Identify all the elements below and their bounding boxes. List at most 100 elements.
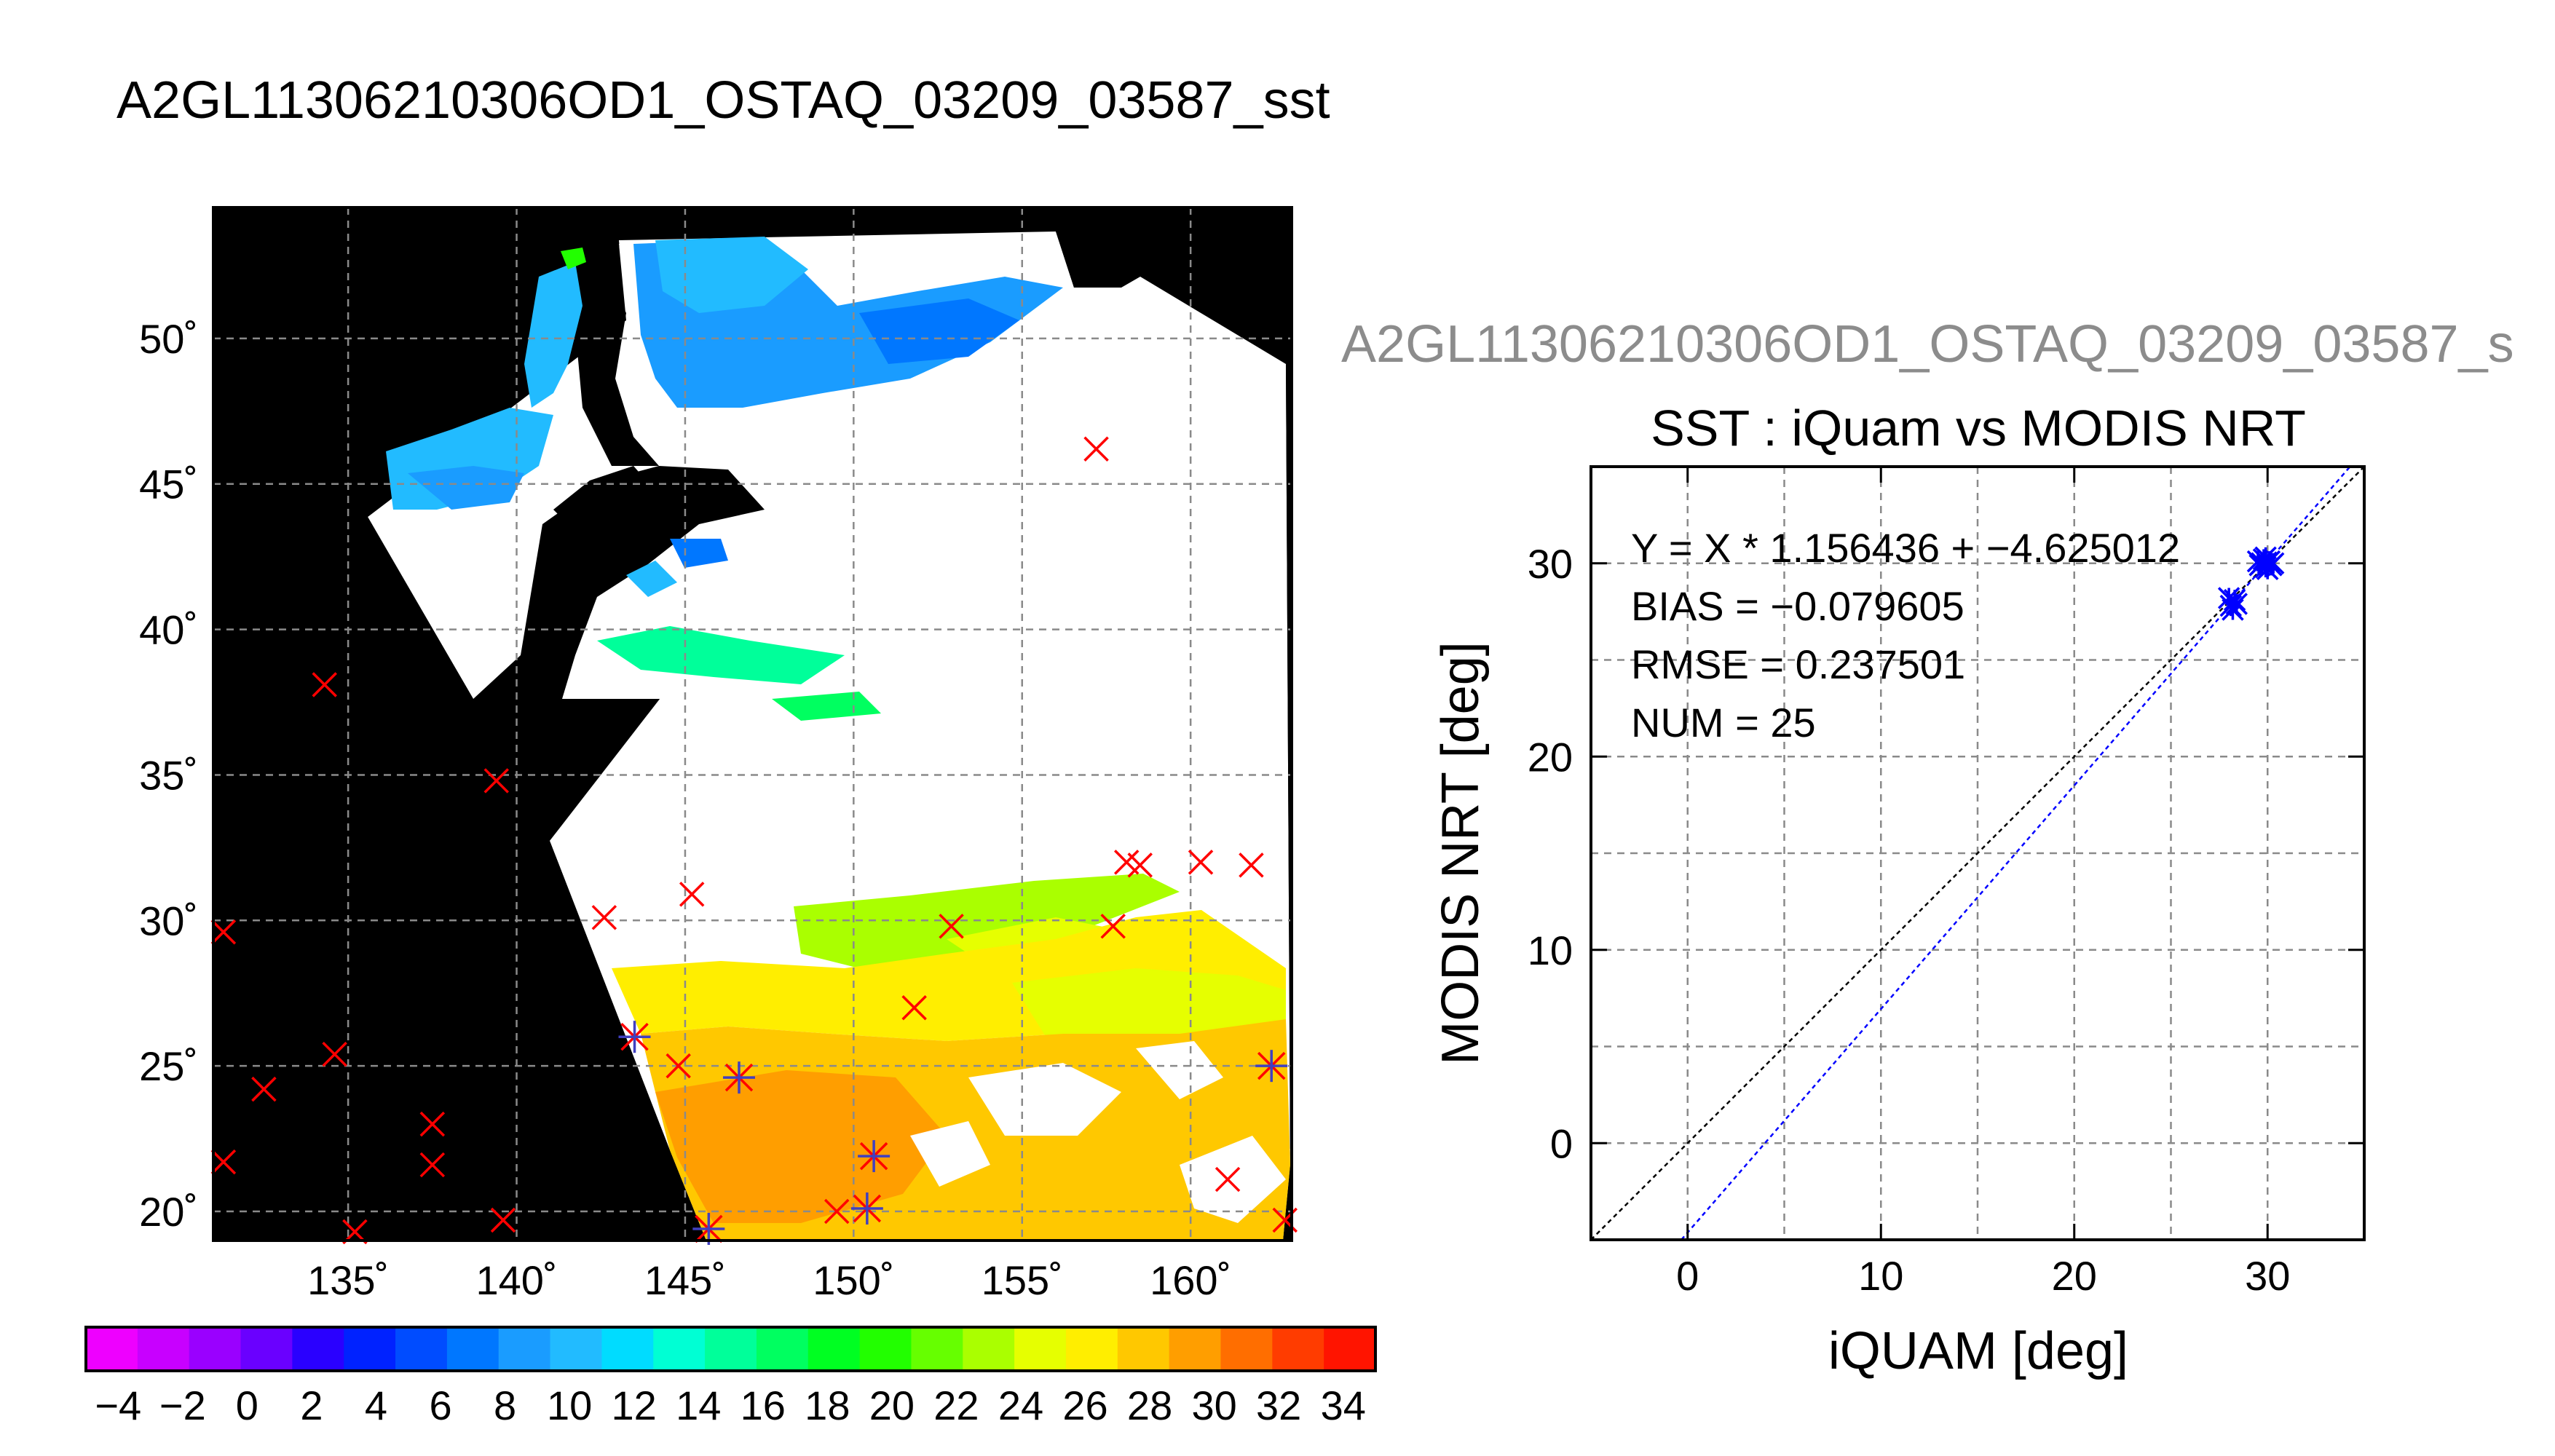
buoy-unmatched-stroke	[824, 1198, 850, 1224]
scatter-x-tick-labels: 0 10 20 30	[1676, 1253, 2290, 1299]
scatter-x-axis-label: iQUAM [deg]	[1828, 1322, 2128, 1380]
colorbar-label-10: 16	[741, 1382, 786, 1428]
land-hokkaido	[553, 466, 659, 535]
buoy-unmatched-11	[901, 994, 927, 1021]
colorbar-label-2: 0	[236, 1382, 258, 1428]
buoy-unmatched-4	[679, 882, 705, 907]
colorbar-cell-7	[446, 1327, 499, 1371]
colorbar-cell-8	[498, 1327, 551, 1371]
buoy-unmatched-6	[1100, 914, 1126, 939]
scatter-x-tick-label-0: 0	[1676, 1253, 1699, 1299]
colorbar-cell-15	[859, 1327, 912, 1371]
scatter-annotation-1: BIAS = −0.079605	[1631, 583, 1964, 629]
cloud-patch-1	[968, 1063, 1121, 1136]
sst-sea-of-japan-blue	[408, 466, 524, 510]
map-latitude-label-20: 20˚	[139, 1189, 198, 1235]
scatter-statistics: Y = X * 1.156436 + −4.625012 BIAS = −0.07…	[1631, 525, 2180, 745]
colorbar-cell-4	[292, 1327, 345, 1371]
buoy-unmatched-stroke	[483, 768, 509, 794]
buoy-unmatched-stroke	[1215, 1166, 1241, 1192]
scatter-title: SST : iQuam vs MODIS NRT	[1651, 400, 2306, 456]
map-latitude-label-45: 45˚	[139, 462, 198, 507]
scatter-y-tick-label-30: 30	[1528, 541, 1573, 587]
colorbar-cell-10	[601, 1327, 655, 1371]
one-to-one-line	[1590, 466, 2365, 1241]
map-longitude-label-135: 135˚	[307, 1257, 389, 1303]
scatter-point-14	[2222, 598, 2244, 621]
buoy-unmatched-1	[312, 672, 337, 697]
scatter-point-13	[2225, 593, 2248, 615]
map-longitude-label-155: 155˚	[982, 1257, 1063, 1303]
buoy-unmatched-5	[939, 914, 964, 939]
sst-yellow-green	[1012, 968, 1286, 1048]
scatter-y-tick-label-0: 0	[1550, 1120, 1573, 1166]
colorbar-cell-0	[86, 1327, 138, 1371]
map-longitude-label-150: 150˚	[813, 1257, 894, 1303]
sst-cyan-patch	[626, 561, 677, 597]
sst-tartary-strait	[524, 262, 583, 408]
outside-swath-left	[213, 207, 706, 1241]
buoy-unmatched-stroke	[939, 914, 964, 939]
scatter-y-tick-label-20: 20	[1528, 734, 1573, 780]
sst-colorbar: −4 −2 0 2 4 6 8 10 12 14 16 18 20 22 24 26 28 30 32 34	[84, 1326, 1377, 1428]
map-frame	[212, 206, 1293, 1242]
colorbar-cell-16	[911, 1327, 964, 1371]
colorbar-cell-21	[1169, 1327, 1222, 1371]
scatter-file-label: A2GL11306210306OD1_OSTAQ_03209_03587_s	[1341, 315, 2514, 373]
buoy-unmatched-stroke	[419, 1111, 446, 1137]
buoy-matched-1	[722, 1061, 755, 1094]
longitude-tick-labels: 135˚ 140˚ 145˚ 150˚ 155˚ 160˚	[307, 1257, 1231, 1303]
buoy-unmatched-20	[490, 1207, 516, 1233]
sst-map-panel: 135˚ 140˚ 145˚ 150˚ 155˚ 160˚ 50˚ 45˚ 40˚ 35˚ 30˚…	[139, 206, 1298, 1303]
map-gridlines	[213, 207, 1292, 1241]
colorbar-cell-17	[963, 1327, 1016, 1371]
colorbar-cell-6	[395, 1327, 448, 1371]
buoy-unmatched-stroke	[312, 672, 337, 697]
scatter-y-tick-label-10: 10	[1528, 927, 1573, 973]
buoy-unmatched-stroke	[251, 1076, 277, 1102]
colorbar-label-19: 34	[1321, 1382, 1366, 1428]
buoy-matched-5	[1255, 1050, 1288, 1083]
sst-pacific-green	[597, 626, 845, 684]
buoy-unmatched-12	[666, 1053, 691, 1079]
outside-swath-corner	[1056, 207, 1140, 288]
colorbar-cell-12	[705, 1327, 757, 1371]
scatter-y-tick-labels: 0 10 20 30	[1528, 541, 1573, 1167]
buoy-unmatched-stroke	[1083, 436, 1109, 462]
buoy-unmatched-stroke	[1100, 914, 1126, 939]
scatter-y-axis-label: MODIS NRT [deg]	[1431, 641, 1490, 1065]
buoy-unmatched-9	[1188, 850, 1214, 875]
colorbar-cell-1	[137, 1327, 190, 1371]
buoy-unmatched-stroke	[679, 882, 705, 907]
buoy-unmatched-2	[483, 768, 509, 794]
colorbar-label-0: −4	[95, 1382, 141, 1428]
buoy-markers	[210, 436, 1298, 1246]
scatter-annotation-0: Y = X * 1.156436 + −4.625012	[1631, 525, 2180, 571]
buoy-unmatched-3	[591, 905, 617, 930]
buoy-unmatched-stroke	[1239, 852, 1264, 878]
colorbar-label-18: 32	[1256, 1382, 1301, 1428]
map-longitude-label-140: 140˚	[475, 1257, 557, 1303]
map-latitude-label-30: 30˚	[139, 898, 198, 943]
scatter-annotation-3: NUM = 25	[1631, 700, 1816, 745]
buoy-unmatched-15	[419, 1111, 446, 1137]
outside-swath-right	[1056, 207, 1292, 1241]
buoy-unmatched-0	[1083, 436, 1109, 462]
sst-blue-patch	[670, 539, 728, 568]
sst-okhotsk-cyan	[655, 237, 808, 313]
colorbar-cell-2	[189, 1327, 242, 1371]
sst-okhotsk-deep	[859, 298, 1019, 364]
colorbar-cell-19	[1065, 1327, 1118, 1371]
buoy-unmatched-13	[322, 1041, 347, 1067]
colorbar-cell-13	[756, 1327, 809, 1371]
map-latitude-label-25: 25˚	[139, 1043, 198, 1089]
colorbar-label-17: 30	[1191, 1382, 1236, 1428]
buoy-unmatched-stroke	[666, 1053, 691, 1079]
latitude-tick-labels: 50˚ 45˚ 40˚ 35˚ 30˚ 25˚ 20˚	[139, 316, 198, 1235]
buoy-matched-2	[858, 1140, 891, 1173]
colorbar-cells	[86, 1327, 1376, 1371]
colorbar-cell-9	[550, 1327, 603, 1371]
colorbar-label-8: 12	[612, 1382, 657, 1428]
colorbar-label-4: 4	[365, 1382, 387, 1428]
colorbar-frame	[84, 1326, 1377, 1372]
